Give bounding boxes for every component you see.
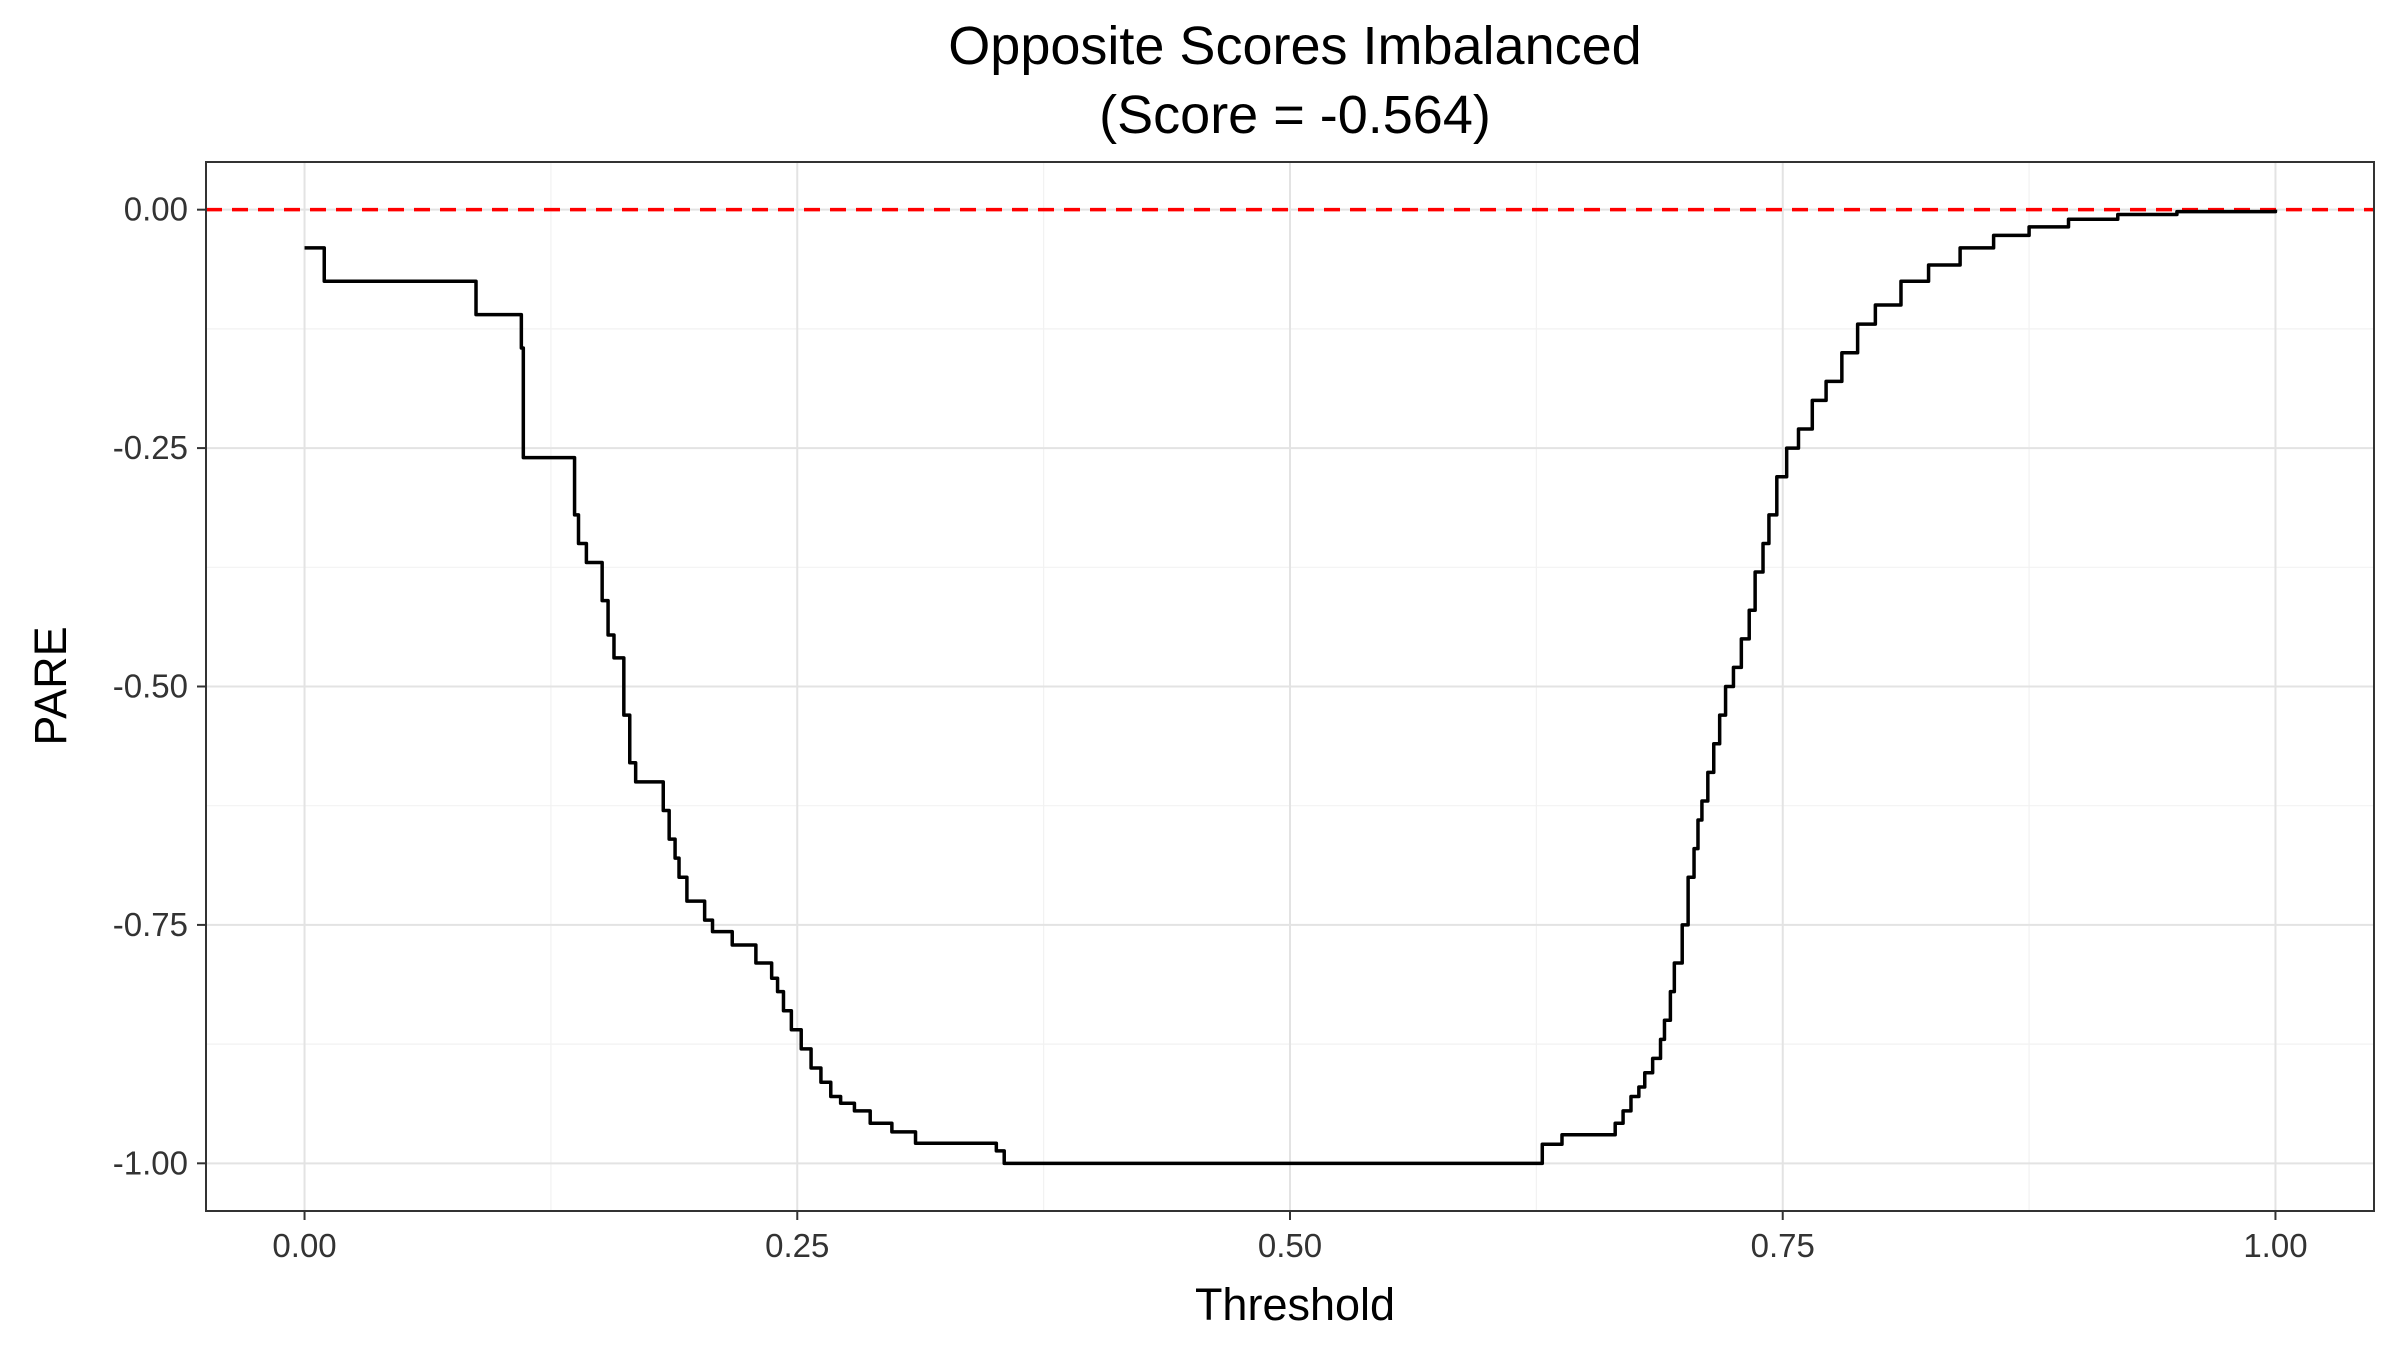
chart-title: Opposite Scores Imbalanced: [948, 16, 1641, 76]
x-tick-label: 1.00: [2243, 1227, 2307, 1264]
y-tick-label: -0.75: [113, 906, 188, 943]
x-tick-label: 0.50: [1258, 1227, 1322, 1264]
x-axis-title: Threshold: [1195, 1279, 1395, 1330]
y-axis-title: PARE: [25, 626, 76, 745]
x-tick-label: 0.75: [1751, 1227, 1815, 1264]
x-tick-label: 0.00: [272, 1227, 336, 1264]
pare-curve: [304, 209, 2278, 1166]
y-tick-label: -1.00: [113, 1144, 188, 1181]
grid-lines: [206, 162, 2374, 1211]
chart-subtitle: (Score = -0.564): [1099, 85, 1491, 145]
x-tick-label: 0.25: [765, 1227, 829, 1264]
y-tick-label: -0.50: [113, 668, 188, 705]
axis-ticks: 0.00 0.25 0.50 0.75 1.00 0.00 -0.25 -0.50 -0.75 -…: [113, 191, 2308, 1264]
y-tick-label: -0.25: [113, 429, 188, 466]
series-layer: [304, 209, 2278, 1166]
y-tick-label: 0.00: [124, 191, 188, 228]
